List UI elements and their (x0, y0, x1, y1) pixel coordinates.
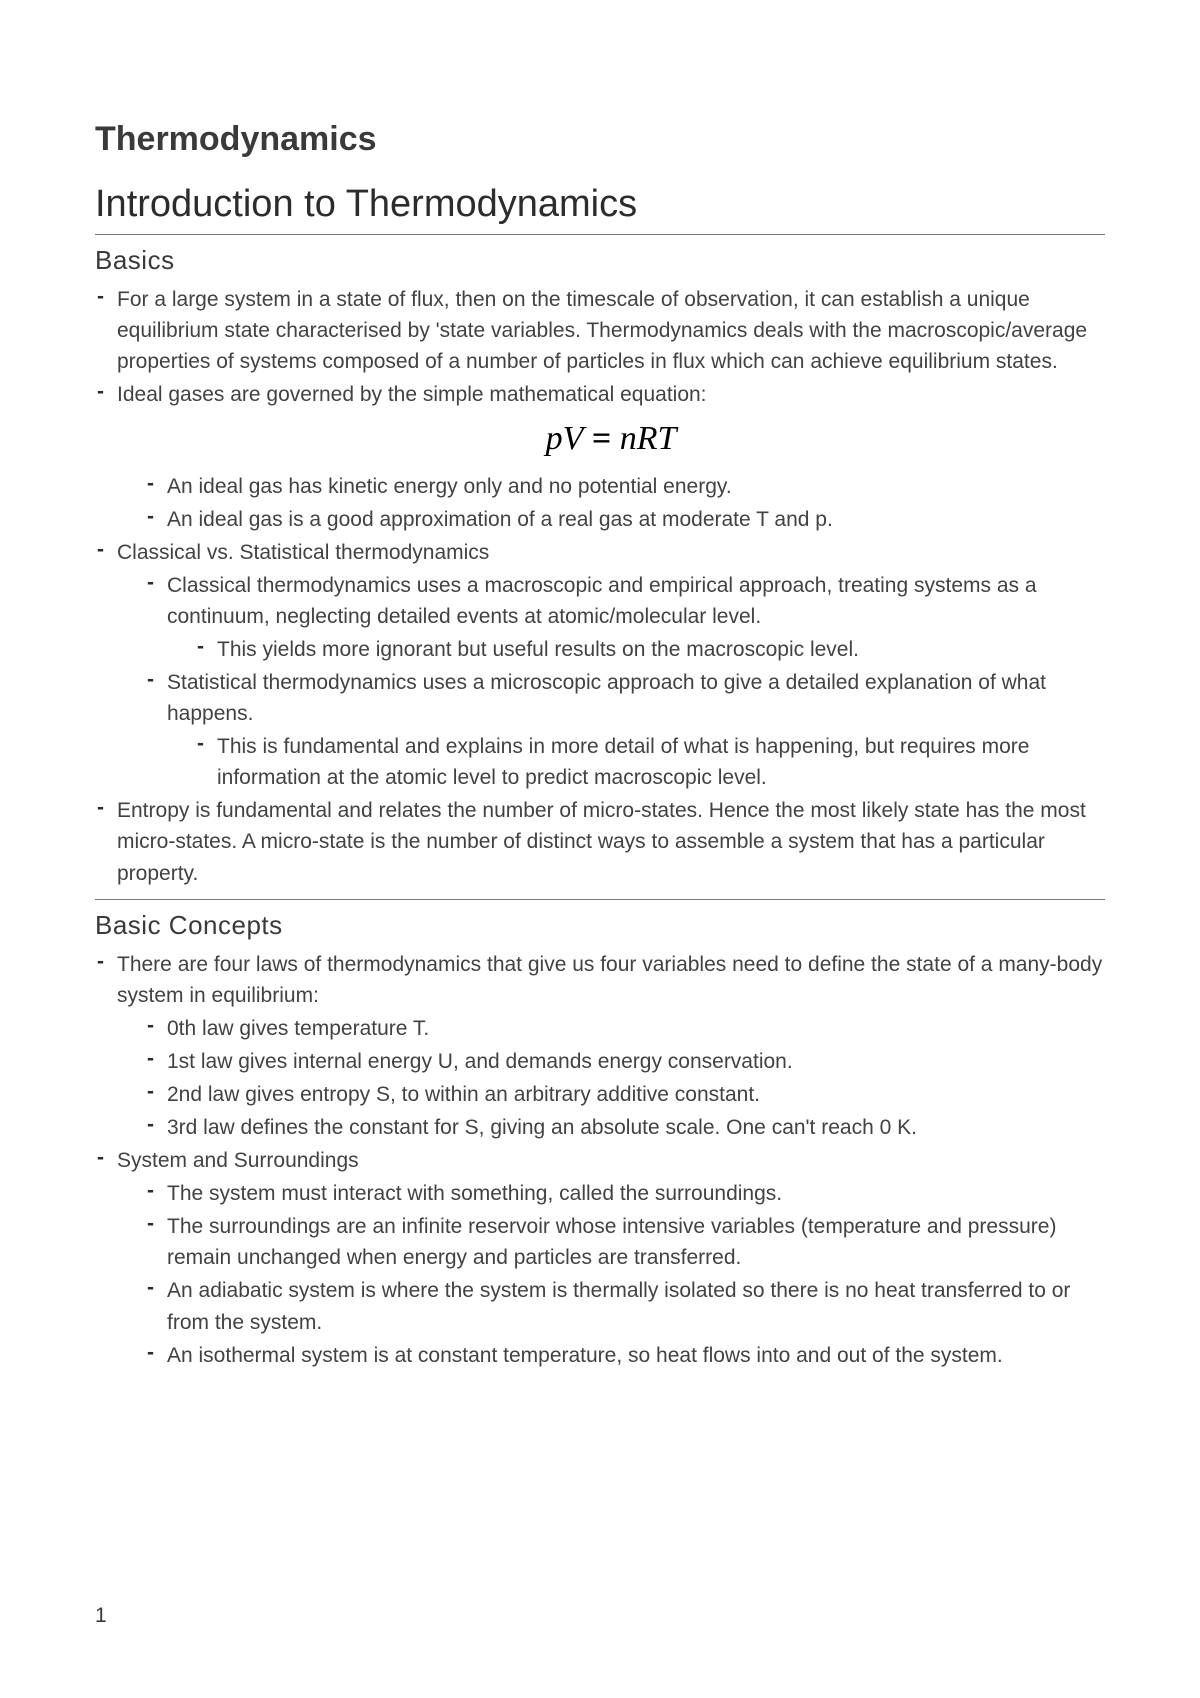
list-item: An adiabatic system is where the system … (145, 1275, 1105, 1337)
list-item-text: System and Surroundings (117, 1149, 359, 1172)
list-item: 1st law gives internal energy U, and dem… (145, 1046, 1105, 1077)
list-item: For a large system in a state of flux, t… (95, 284, 1105, 377)
nested-list: 0th law gives temperature T. 1st law giv… (117, 1013, 1105, 1143)
list-item: 2nd law gives entropy S, to within an ar… (145, 1079, 1105, 1110)
list-item-text: Statistical thermodynamics uses a micros… (167, 671, 1046, 725)
list-item: Classical thermodynamics uses a macrosco… (145, 570, 1105, 665)
section-divider (95, 899, 1105, 900)
list-item-text: Classical vs. Statistical thermodynamics (117, 541, 489, 564)
list-item: 3rd law defines the constant for S, givi… (145, 1112, 1105, 1143)
list-item: Entropy is fundamental and relates the n… (95, 795, 1105, 888)
nested-list: An ideal gas has kinetic energy only and… (117, 471, 1105, 535)
list-item: The system must interact with something,… (145, 1178, 1105, 1209)
list-item: Statistical thermodynamics uses a micros… (145, 667, 1105, 793)
list-item: This is fundamental and explains in more… (195, 731, 1105, 793)
nested-list: Classical thermodynamics uses a macrosco… (117, 570, 1105, 794)
list-item: An isothermal system is at constant temp… (145, 1340, 1105, 1371)
list-item: 0th law gives temperature T. (145, 1013, 1105, 1044)
list-item: Classical vs. Statistical thermodynamics… (95, 537, 1105, 794)
list-item: This yields more ignorant but useful res… (195, 634, 1105, 665)
list-item-text: Classical thermodynamics uses a macrosco… (167, 574, 1037, 628)
ideal-gas-equation: pV = nRT (117, 414, 1105, 464)
section-heading: Introduction to Thermodynamics (95, 183, 1105, 235)
list-item: System and Surroundings The system must … (95, 1145, 1105, 1371)
list-item: There are four laws of thermodynamics th… (95, 949, 1105, 1143)
nested-list: This is fundamental and explains in more… (167, 731, 1105, 793)
basics-list: For a large system in a state of flux, t… (95, 284, 1105, 889)
nested-list: The system must interact with something,… (117, 1178, 1105, 1370)
list-item: Ideal gases are governed by the simple m… (95, 379, 1105, 535)
subsection-concepts-heading: Basic Concepts (95, 910, 1105, 941)
subsection-basics-heading: Basics (95, 245, 1105, 276)
list-item: An ideal gas has kinetic energy only and… (145, 471, 1105, 502)
nested-list: This yields more ignorant but useful res… (167, 634, 1105, 665)
document-title: Thermodynamics (95, 120, 1105, 159)
list-item-text: Ideal gases are governed by the simple m… (117, 383, 707, 406)
list-item: The surroundings are an infinite reservo… (145, 1211, 1105, 1273)
list-item: An ideal gas is a good approximation of … (145, 504, 1105, 535)
list-item-text: There are four laws of thermodynamics th… (117, 953, 1102, 1007)
concepts-list: There are four laws of thermodynamics th… (95, 949, 1105, 1371)
page-number: 1 (95, 1604, 107, 1628)
